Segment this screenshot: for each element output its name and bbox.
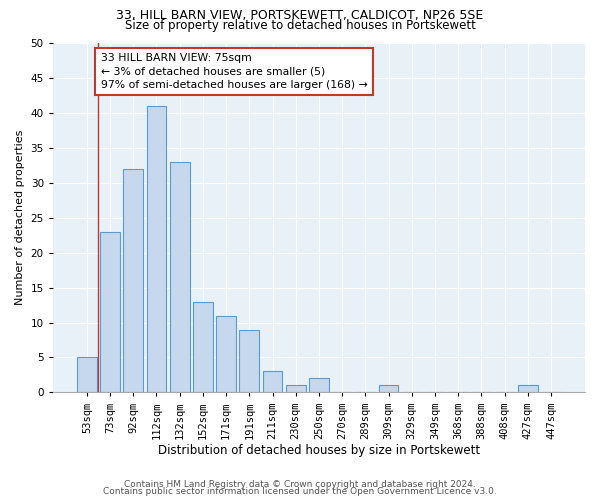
X-axis label: Distribution of detached houses by size in Portskewett: Distribution of detached houses by size … bbox=[158, 444, 480, 458]
Bar bbox=[216, 316, 236, 392]
Bar bbox=[77, 358, 97, 392]
Bar bbox=[146, 106, 166, 393]
Bar bbox=[518, 386, 538, 392]
Bar bbox=[239, 330, 259, 392]
Bar bbox=[286, 386, 305, 392]
Text: Contains HM Land Registry data © Crown copyright and database right 2024.: Contains HM Land Registry data © Crown c… bbox=[124, 480, 476, 489]
Bar bbox=[309, 378, 329, 392]
Text: Contains public sector information licensed under the Open Government Licence v3: Contains public sector information licen… bbox=[103, 487, 497, 496]
Text: 33, HILL BARN VIEW, PORTSKEWETT, CALDICOT, NP26 5SE: 33, HILL BARN VIEW, PORTSKEWETT, CALDICO… bbox=[116, 9, 484, 22]
Bar bbox=[124, 169, 143, 392]
Bar bbox=[100, 232, 120, 392]
Bar bbox=[193, 302, 213, 392]
Bar bbox=[170, 162, 190, 392]
Bar bbox=[263, 372, 283, 392]
Bar bbox=[379, 386, 398, 392]
Text: 33 HILL BARN VIEW: 75sqm
← 3% of detached houses are smaller (5)
97% of semi-det: 33 HILL BARN VIEW: 75sqm ← 3% of detache… bbox=[101, 54, 368, 90]
Text: Size of property relative to detached houses in Portskewett: Size of property relative to detached ho… bbox=[125, 19, 475, 32]
Y-axis label: Number of detached properties: Number of detached properties bbox=[15, 130, 25, 306]
